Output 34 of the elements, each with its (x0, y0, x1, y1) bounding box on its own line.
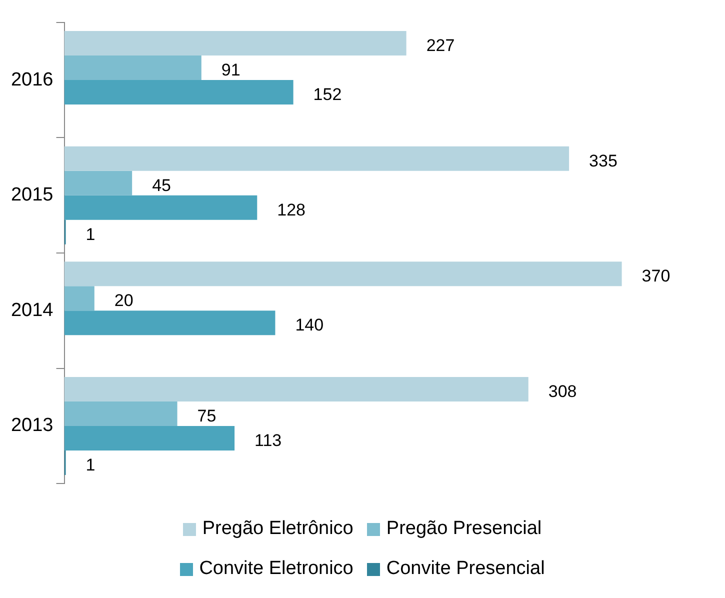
y-tick-label: 2016 (10, 69, 54, 90)
bar (64, 170, 132, 196)
data-label: 335 (589, 151, 618, 170)
bar (64, 195, 258, 220)
bar (64, 310, 276, 336)
data-label: 227 (426, 36, 455, 55)
data-label: 75 (197, 406, 216, 426)
y-tick-label: 2014 (10, 300, 54, 321)
legend-label: Convite Presencial (386, 558, 545, 580)
bar (64, 262, 622, 286)
legend-label: Pregão Presencial (386, 518, 542, 540)
data-label: 20 (114, 291, 134, 310)
legend-label: Convite Eletronico (199, 558, 354, 580)
data-label: 370 (642, 266, 670, 286)
data-label: 308 (548, 382, 577, 401)
data-label: 1 (86, 224, 96, 244)
y-tick-label: 2013 (10, 415, 54, 436)
bar (64, 31, 406, 56)
bar (64, 146, 570, 171)
data-label: 91 (221, 60, 240, 80)
y-tick-label: 2015 (10, 184, 54, 206)
data-label: 113 (254, 430, 282, 450)
bar (64, 286, 94, 311)
bar (64, 56, 202, 80)
bar (64, 376, 528, 402)
data-label: 1 (86, 455, 96, 474)
data-label: 140 (295, 316, 324, 335)
data-label: 152 (313, 84, 342, 104)
legend-label: Pregão Eletrônico (202, 518, 354, 540)
bar (64, 401, 178, 426)
data-label: 45 (152, 176, 171, 195)
bar (64, 426, 235, 450)
bar (64, 80, 294, 105)
data-label: 128 (277, 200, 306, 220)
